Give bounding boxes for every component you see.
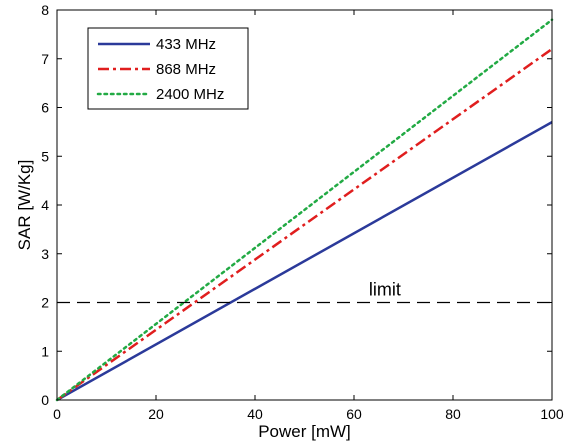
x-tick-label: 0 (53, 406, 61, 422)
y-tick-label: 6 (41, 100, 49, 116)
x-axis-label: Power [mW] (258, 422, 351, 441)
legend: 433 MHz 868 MHz 2400 MHz (87, 27, 249, 110)
series-line (56, 47, 553, 402)
y-axis-label: SAR [W/Kg] (15, 160, 34, 251)
y-tick-label: 3 (41, 246, 49, 262)
legend-label: 433 MHz (156, 36, 216, 53)
x-tick-label: 100 (540, 406, 564, 422)
x-tick-label: 20 (148, 406, 164, 422)
y-tick-label: 8 (41, 2, 49, 18)
y-tick-label: 4 (41, 197, 49, 213)
series-line (55, 18, 554, 402)
y-tick-label: 2 (41, 295, 49, 311)
series-layer (55, 18, 554, 402)
reference-line-layer: limit (57, 280, 552, 304)
y-tick-label: 7 (41, 51, 49, 67)
y-tick-label: 1 (41, 343, 49, 359)
legend-label: 2400 MHz (156, 86, 224, 103)
x-tick-label: 40 (247, 406, 263, 422)
y-tick-label: 5 (41, 148, 49, 164)
limit-label: limit (369, 280, 401, 300)
x-tick-label: 60 (346, 406, 362, 422)
series-line (56, 121, 553, 402)
tick-layer: 0 20 40 60 80 100 0 1 2 3 4 5 6 7 8 (41, 2, 564, 422)
y-tick-label: 0 (41, 392, 49, 408)
x-tick-label: 80 (445, 406, 461, 422)
legend-label: 868 MHz (156, 61, 216, 78)
